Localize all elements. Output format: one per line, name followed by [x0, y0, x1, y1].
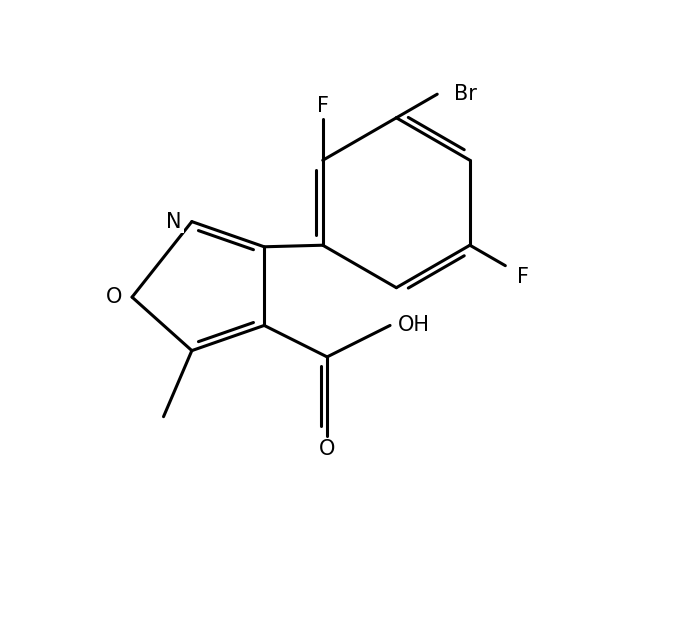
Text: O: O	[319, 439, 336, 459]
Text: F: F	[517, 267, 529, 287]
Text: Br: Br	[454, 84, 477, 104]
Text: OH: OH	[398, 315, 430, 336]
Text: N: N	[167, 212, 182, 231]
Text: F: F	[317, 95, 329, 116]
Text: O: O	[107, 287, 122, 307]
